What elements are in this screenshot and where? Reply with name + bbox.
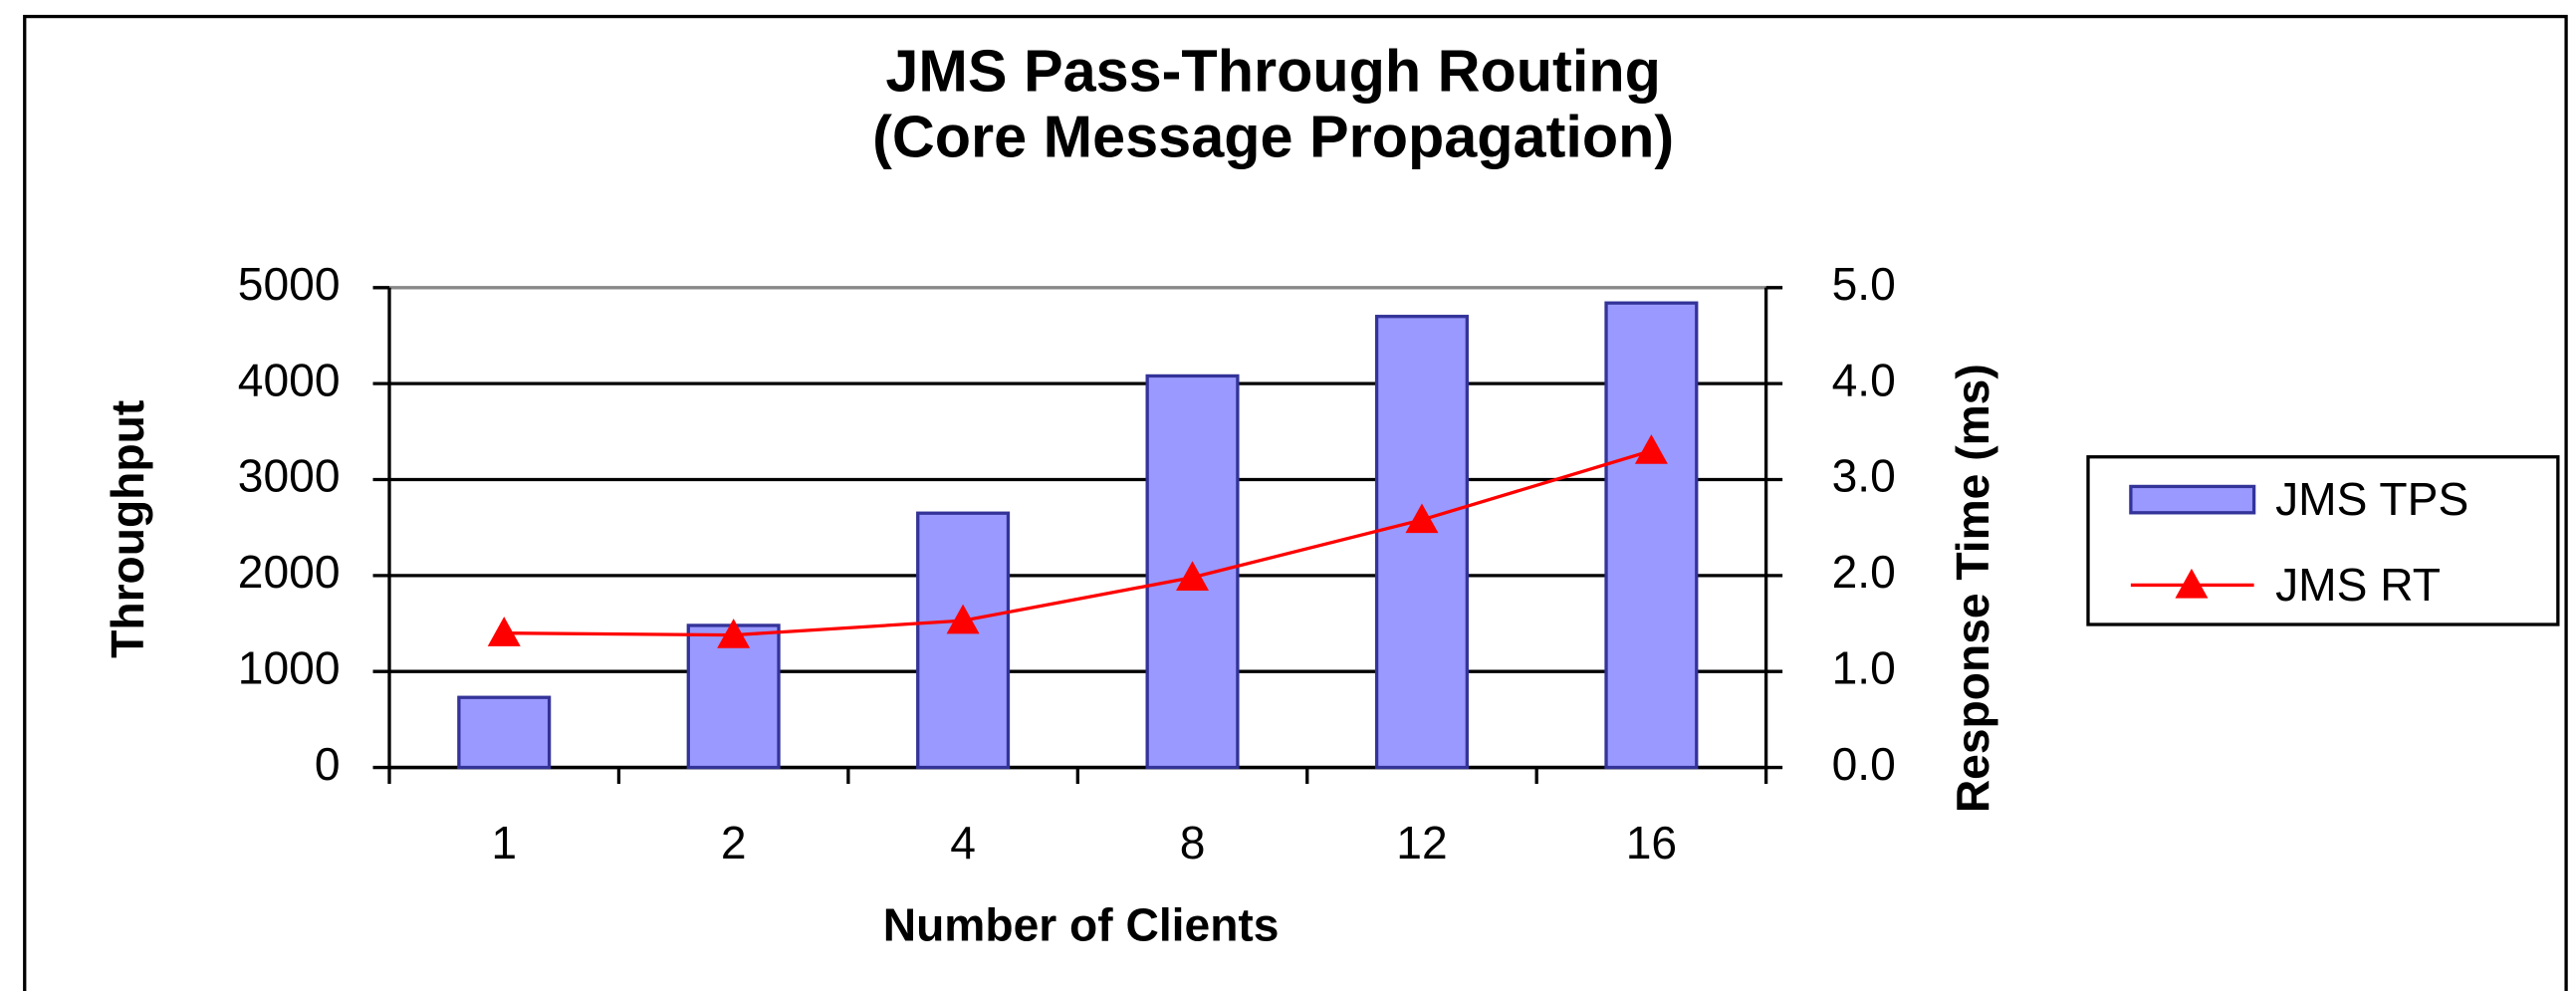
- y2-tick-label: 0.0: [1832, 738, 1896, 790]
- x-tick-label: 8: [1180, 817, 1206, 868]
- x-tick-label: 4: [950, 817, 976, 868]
- y-tick-label: 1000: [238, 641, 341, 693]
- legend-label: JMS RT: [2275, 559, 2441, 611]
- chart-title: (Core Message Propagation): [872, 104, 1674, 170]
- y2-tick-label: 4.0: [1832, 354, 1896, 405]
- legend-label: JMS TPS: [2275, 473, 2468, 525]
- y-axis-label: Throughput: [102, 400, 153, 658]
- y-tick-label: 5000: [238, 258, 341, 310]
- y2-axis-label: Response Time (ms): [1947, 364, 1998, 813]
- marker: [946, 604, 980, 634]
- marker: [1634, 434, 1668, 464]
- chart-title: JMS Pass-Through Routing: [885, 38, 1660, 105]
- legend-swatch: [2129, 484, 2256, 515]
- bar: [916, 511, 1011, 770]
- y2-tick-label: 1.0: [1832, 641, 1896, 693]
- y-tick-label: 2000: [238, 546, 341, 598]
- y-tick-label: 4000: [238, 354, 341, 405]
- bar: [1604, 301, 1699, 770]
- marker: [1176, 561, 1210, 591]
- bar: [1374, 315, 1469, 770]
- marker: [1405, 503, 1439, 534]
- bar: [686, 623, 781, 770]
- y2-tick-label: 3.0: [1832, 450, 1896, 502]
- x-tick-label: 16: [1626, 817, 1677, 868]
- marker: [717, 619, 751, 648]
- y2-tick-label: 5.0: [1832, 258, 1896, 310]
- x-axis-label: Number of Clients: [883, 898, 1280, 950]
- x-tick-label: 1: [491, 817, 517, 868]
- y2-tick-label: 2.0: [1832, 546, 1896, 598]
- y-tick-label: 3000: [238, 450, 341, 502]
- bar: [457, 695, 552, 770]
- legend-marker: [2175, 568, 2209, 599]
- x-tick-label: 12: [1396, 817, 1447, 868]
- x-tick-label: 2: [721, 817, 747, 868]
- marker: [487, 617, 521, 646]
- line: [504, 449, 1652, 637]
- y-tick-label: 0: [315, 738, 341, 790]
